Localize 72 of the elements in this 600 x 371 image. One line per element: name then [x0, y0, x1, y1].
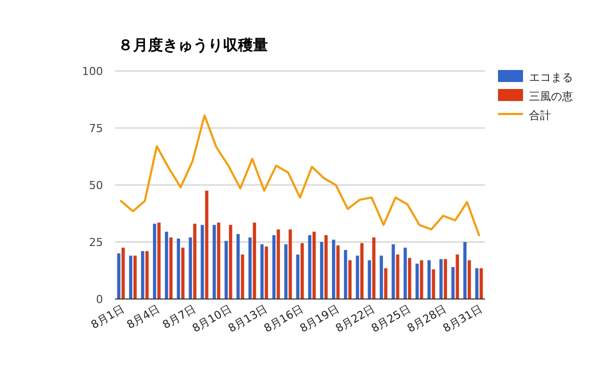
legend-label: エコまる: [529, 71, 573, 84]
bar: [360, 243, 364, 299]
bar: [312, 232, 316, 299]
chart-title: ８月度きゅうり収穫量: [118, 36, 268, 54]
bar: [264, 246, 268, 299]
bar: [456, 254, 459, 299]
bar: [193, 224, 196, 299]
bar: [122, 248, 125, 299]
bar: [404, 248, 407, 299]
bar: [236, 234, 240, 299]
bar: [408, 258, 412, 299]
bar: [432, 269, 436, 299]
bar: [427, 260, 431, 299]
bar: [228, 224, 232, 299]
bar: [336, 245, 340, 299]
bar: [169, 237, 173, 299]
bar: [420, 260, 424, 299]
bar: [308, 235, 312, 299]
bar: [276, 229, 280, 299]
bar: [300, 243, 304, 299]
bar: [392, 244, 395, 299]
bar: [260, 244, 264, 299]
bar: [117, 253, 120, 299]
bar: [134, 256, 137, 299]
bar: [152, 224, 156, 299]
bar: [480, 268, 483, 299]
bar: [324, 235, 328, 299]
y-tick-label: 50: [89, 179, 103, 192]
bar: [205, 190, 208, 299]
y-tick-label: 25: [89, 236, 103, 249]
legend-label: 三風の恵: [529, 90, 573, 103]
bar: [217, 222, 220, 299]
bar: [444, 259, 448, 299]
bar: [129, 256, 132, 299]
bar: [284, 244, 288, 299]
bar: [212, 224, 216, 299]
bar: [224, 240, 228, 299]
bar: [272, 235, 276, 299]
bar: [344, 250, 348, 299]
bar: [416, 264, 419, 299]
bar: [439, 259, 443, 299]
y-tick-label: 75: [89, 122, 103, 135]
bar: [200, 224, 204, 299]
x-tick-label: 8月4日: [124, 302, 162, 332]
bar: [368, 260, 372, 299]
bar: [176, 238, 180, 299]
bar: [141, 251, 144, 299]
bar: [396, 254, 400, 299]
bar: [288, 229, 292, 299]
bar: [356, 256, 360, 299]
bar: [332, 240, 336, 299]
bar: [463, 242, 466, 299]
bar: [320, 242, 324, 299]
bar: [451, 267, 455, 299]
bar: [181, 248, 184, 299]
bar: [145, 251, 149, 299]
bar: [468, 260, 471, 299]
bar: [240, 254, 244, 299]
bar: [252, 222, 256, 299]
bar: [188, 237, 192, 299]
bar: [384, 268, 388, 299]
bar: [475, 268, 478, 299]
line-series: [120, 114, 480, 236]
bar: [157, 222, 161, 299]
bar: [164, 232, 168, 299]
bar: [348, 260, 352, 299]
legend-label: 合計: [529, 109, 551, 122]
bar: [380, 256, 383, 299]
bar: [248, 237, 252, 299]
y-tick-label: 100: [82, 65, 103, 78]
bar: [372, 237, 376, 299]
bar: [296, 254, 300, 299]
